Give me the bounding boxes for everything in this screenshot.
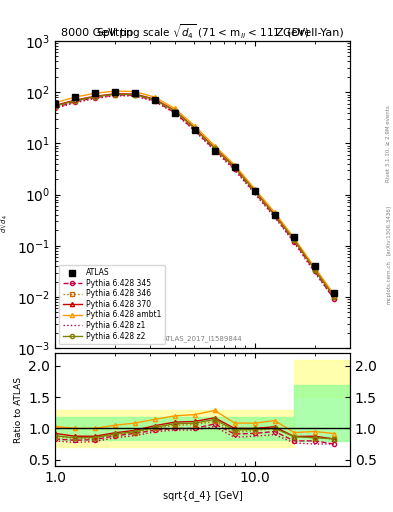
ATLAS	[252, 187, 257, 194]
ATLAS	[73, 94, 77, 100]
Title: Splitting scale $\sqrt{d_4}$ (71 < m$_{ll}$ < 111 GeV): Splitting scale $\sqrt{d_4}$ (71 < m$_{l…	[95, 22, 309, 41]
ATLAS	[312, 263, 317, 269]
Line: ATLAS: ATLAS	[51, 89, 338, 296]
Text: Z (Drell-Yan): Z (Drell-Yan)	[276, 28, 344, 38]
ATLAS	[113, 89, 118, 95]
ATLAS	[152, 97, 157, 103]
Legend: ATLAS, Pythia 6.428 345, Pythia 6.428 346, Pythia 6.428 370, Pythia 6.428 ambt1,: ATLAS, Pythia 6.428 345, Pythia 6.428 34…	[59, 265, 165, 345]
Text: mcplots.cern.ch: mcplots.cern.ch	[386, 260, 391, 304]
ATLAS	[132, 90, 137, 96]
ATLAS	[173, 110, 177, 116]
Text: 8000 GeV pp: 8000 GeV pp	[61, 28, 133, 38]
X-axis label: sqrt{d_4} [GeV]: sqrt{d_4} [GeV]	[163, 490, 242, 501]
Y-axis label: Ratio to ATLAS: Ratio to ATLAS	[14, 377, 23, 442]
ATLAS	[212, 148, 217, 154]
ATLAS	[53, 100, 57, 106]
ATLAS	[92, 90, 97, 96]
ATLAS	[292, 233, 297, 240]
Y-axis label: $\frac{d\sigma}{d\sqrt{d_4}}$ [pb,GeV$^{-1}$]: $\frac{d\sigma}{d\sqrt{d_4}}$ [pb,GeV$^{…	[0, 156, 11, 233]
Text: Rivet 3.1.10, ≥ 2.9M events: Rivet 3.1.10, ≥ 2.9M events	[386, 105, 391, 182]
Text: [arXiv:1306.3436]: [arXiv:1306.3436]	[386, 205, 391, 255]
ATLAS	[332, 290, 337, 296]
ATLAS	[272, 212, 277, 218]
ATLAS	[232, 164, 237, 170]
ATLAS	[192, 127, 197, 133]
Text: ATLAS_2017_I1589844: ATLAS_2017_I1589844	[163, 335, 242, 342]
